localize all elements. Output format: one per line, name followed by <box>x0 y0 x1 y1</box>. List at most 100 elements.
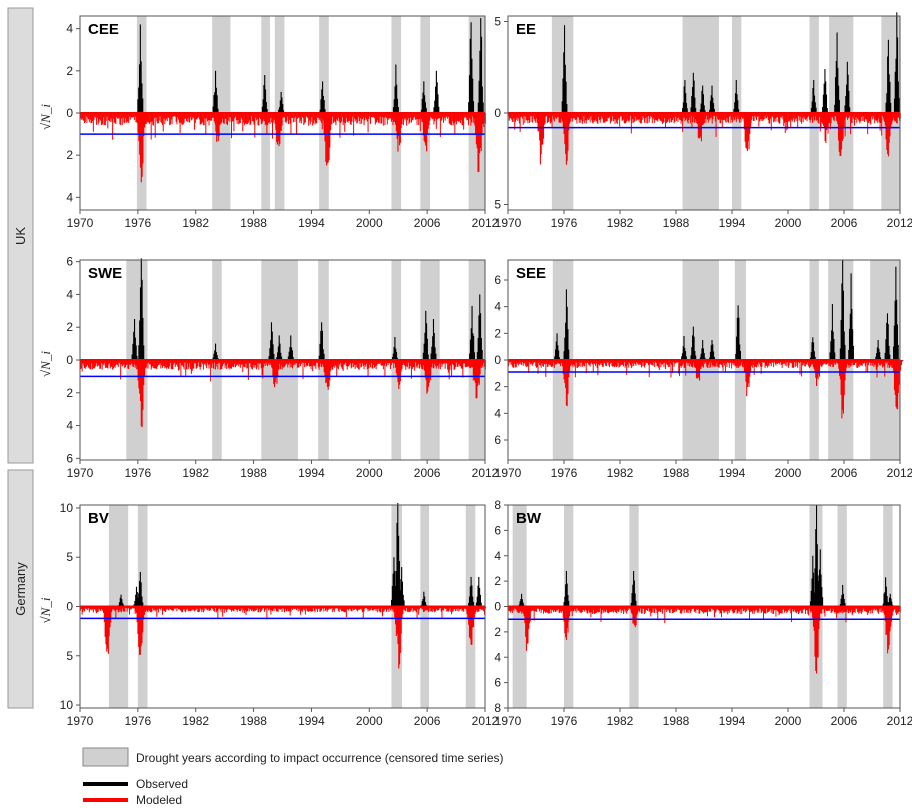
modeled-bar <box>340 113 342 124</box>
modeled-bar <box>612 113 614 117</box>
modeled-bar <box>689 360 691 365</box>
modeled-bar <box>458 360 460 364</box>
modeled-bar <box>283 113 285 117</box>
modeled-bar <box>556 113 558 117</box>
modeled-bar <box>674 113 676 122</box>
modeled-bar <box>436 606 438 611</box>
modeled-bar <box>646 113 648 118</box>
modeled-bar <box>257 606 259 613</box>
modeled-bar <box>447 113 449 117</box>
modeled-bar <box>385 113 387 117</box>
modeled-bar <box>549 606 551 614</box>
modeled-peak-bar <box>891 360 893 365</box>
modeled-bar <box>670 606 672 610</box>
observed-bar <box>888 602 890 607</box>
modeled-bar <box>186 113 188 121</box>
modeled-bar <box>728 113 730 123</box>
modeled-bar <box>333 360 335 368</box>
modeled-bar <box>355 360 357 365</box>
observed-bar <box>282 103 284 113</box>
modeled-bar <box>101 360 103 370</box>
x-tick-label: 1970 <box>67 216 94 230</box>
modeled-bar <box>522 360 524 366</box>
modeled-bar <box>839 606 841 613</box>
modeled-bar <box>161 360 163 368</box>
modeled-bar <box>86 113 88 124</box>
modeled-bar <box>337 606 339 611</box>
modeled-bar <box>781 113 783 117</box>
modeled-bar <box>542 360 544 367</box>
modeled-bar <box>304 360 306 368</box>
modeled-bar <box>310 113 312 122</box>
modeled-bar <box>790 113 792 128</box>
modeled-bar <box>877 360 879 367</box>
modeled-bar <box>445 113 447 118</box>
modeled-bar <box>801 360 803 366</box>
modeled-bar <box>803 113 805 117</box>
modeled-peak-bar <box>810 606 812 609</box>
observed-bar <box>842 593 844 607</box>
modeled-bar <box>195 606 197 610</box>
modeled-bar <box>668 113 670 123</box>
modeled-bar <box>796 113 798 122</box>
modeled-bar <box>155 606 157 610</box>
modeled-bar <box>657 360 659 367</box>
modeled-bar <box>772 606 774 614</box>
modeled-bar <box>436 360 438 366</box>
modeled-bar <box>882 360 884 366</box>
modeled-bar <box>381 113 383 124</box>
modeled-peak-bar <box>102 606 105 613</box>
modeled-bar <box>447 360 449 370</box>
modeled-bar <box>717 360 719 367</box>
observed-bar <box>138 580 141 607</box>
modeled-bar <box>167 606 169 610</box>
modeled-bar <box>624 606 626 613</box>
modeled-bar <box>133 360 135 367</box>
modeled-peak-bar <box>135 113 138 117</box>
modeled-bar <box>755 360 757 367</box>
modeled-bar <box>612 360 614 367</box>
modeled-bar <box>111 360 113 368</box>
modeled-bar <box>435 360 437 367</box>
modeled-bar <box>519 113 521 132</box>
modeled-bar <box>367 606 369 612</box>
modeled-peak-bar <box>216 113 218 142</box>
modeled-bar <box>787 606 789 610</box>
modeled-bar <box>324 606 326 611</box>
modeled-bar <box>615 606 617 613</box>
modeled-bar <box>521 606 523 613</box>
modeled-bar <box>418 606 420 610</box>
modeled-bar <box>810 606 812 613</box>
modeled-bar <box>691 360 693 367</box>
modeled-bar <box>708 113 710 119</box>
modeled-bar <box>767 113 769 121</box>
modeled-bar <box>351 113 353 122</box>
modeled-bar <box>744 606 746 610</box>
modeled-bar <box>261 360 263 375</box>
observed-bar <box>471 58 473 113</box>
observed-bar <box>469 586 471 607</box>
modeled-bar <box>598 360 600 365</box>
modeled-bar <box>300 360 302 364</box>
modeled-bar <box>678 113 680 118</box>
modeled-bar <box>344 113 346 132</box>
modeled-peak-bar <box>820 606 822 611</box>
modeled-bar <box>850 606 852 611</box>
modeled-bar <box>605 360 607 367</box>
modeled-bar <box>823 606 825 613</box>
modeled-bar <box>252 113 254 122</box>
modeled-bar <box>591 113 593 121</box>
modeled-bar <box>532 113 534 123</box>
observed-bar <box>291 350 293 360</box>
y-tick-label: 5 <box>66 649 73 663</box>
modeled-bar <box>197 113 199 118</box>
observed-bar <box>896 299 898 360</box>
modeled-bar <box>719 606 721 614</box>
modeled-bar <box>333 360 335 367</box>
modeled-bar <box>427 606 429 611</box>
modeled-bar <box>559 606 561 614</box>
modeled-bar <box>689 360 691 367</box>
modeled-bar <box>163 606 165 611</box>
modeled-bar <box>418 360 420 369</box>
modeled-peak-bar <box>143 113 146 128</box>
